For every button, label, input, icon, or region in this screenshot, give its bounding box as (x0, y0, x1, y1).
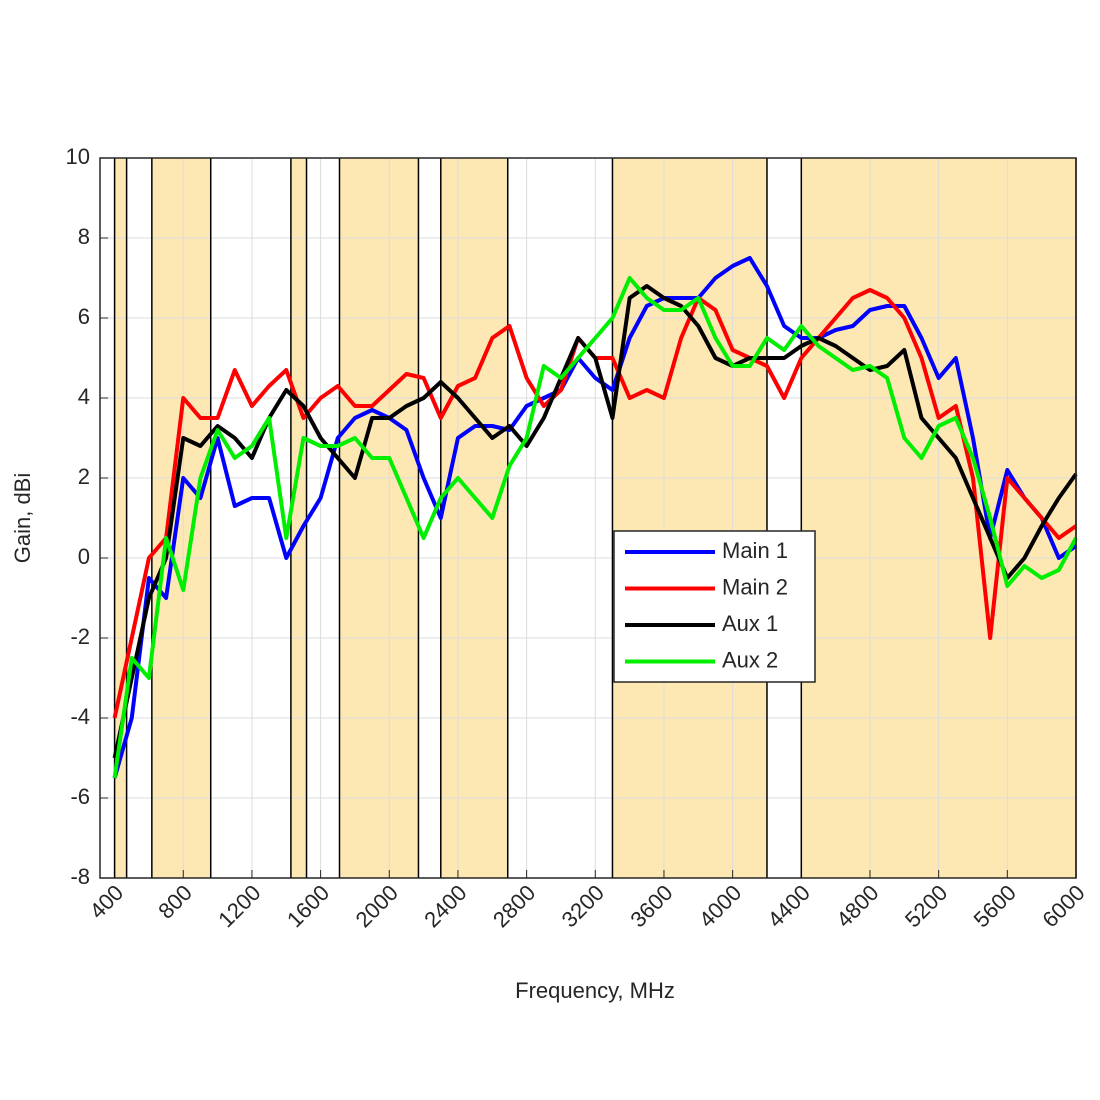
x-tick-label: 5600 (969, 880, 1021, 932)
x-tick-label: 3200 (557, 880, 609, 932)
y-tick-label: 4 (78, 384, 90, 409)
band (612, 158, 767, 878)
x-tick-label: 400 (85, 880, 129, 924)
y-tick-label: 2 (78, 464, 90, 489)
x-tick-label: 1200 (213, 880, 265, 932)
x-tick-label: 1600 (282, 880, 334, 932)
x-tick-label: 3600 (625, 880, 677, 932)
y-tick-label: -2 (70, 624, 90, 649)
legend-label: Aux 2 (722, 647, 778, 672)
y-tick-label: 0 (78, 544, 90, 569)
y-tick-label: -8 (70, 864, 90, 889)
x-tick-label: 2000 (351, 880, 403, 932)
legend-label: Main 1 (722, 538, 788, 563)
x-tick-label: 2800 (488, 880, 540, 932)
x-tick-label: 6000 (1037, 880, 1089, 932)
plot-border (99, 157, 1077, 879)
x-tick-label: 4400 (763, 880, 815, 932)
band (339, 158, 419, 878)
series-line (112, 284, 1078, 759)
y-tick-label: 6 (78, 304, 90, 329)
legend-label: Aux 1 (722, 611, 778, 636)
x-tick-label: 4000 (694, 880, 746, 932)
band (440, 158, 508, 878)
series-line (112, 256, 1078, 779)
x-tick-label: 800 (153, 880, 197, 924)
y-tick-label: -4 (70, 704, 90, 729)
x-tick-label: 5200 (900, 880, 952, 932)
legend-box (613, 530, 816, 683)
x-tick-label: 2400 (419, 880, 471, 932)
x-axis-label: Frequency, MHz (515, 978, 675, 1003)
band (290, 158, 307, 878)
band (151, 158, 211, 878)
y-tick-label: 10 (66, 144, 90, 169)
series-line (112, 276, 1078, 779)
x-tick-label: 4800 (831, 880, 883, 932)
legend-label: Main 2 (722, 574, 788, 599)
y-axis-label: Gain, dBi (10, 473, 35, 564)
y-tick-label: -6 (70, 784, 90, 809)
y-tick-label: 8 (78, 224, 90, 249)
